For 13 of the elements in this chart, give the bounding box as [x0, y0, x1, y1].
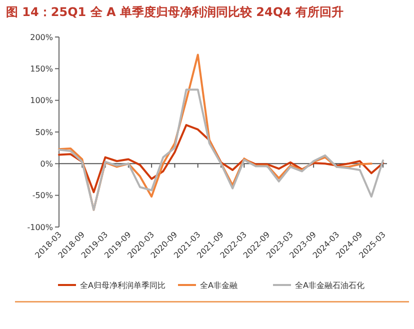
- y-tick-label: 100%: [30, 96, 54, 106]
- y-tick-label: 0%: [40, 159, 54, 168]
- line-series: [58, 124, 384, 194]
- chart-title: 图 14：25Q1 全 A 单季度归母净利润同比较 24Q4 有所回升: [6, 5, 344, 19]
- line-series: [58, 88, 384, 211]
- y-tick-label: 50%: [35, 128, 54, 137]
- y-tick-label: -100%: [27, 222, 54, 232]
- legend-label: 全A归母净利润单季同比: [80, 280, 166, 290]
- y-tick-label: -50%: [32, 191, 54, 200]
- y-tick-label: 200%: [30, 32, 54, 42]
- legend-label: 全A非金融石油石化: [295, 280, 364, 290]
- y-tick-label: 150%: [30, 64, 54, 74]
- legend-label: 全A非金融: [200, 280, 238, 290]
